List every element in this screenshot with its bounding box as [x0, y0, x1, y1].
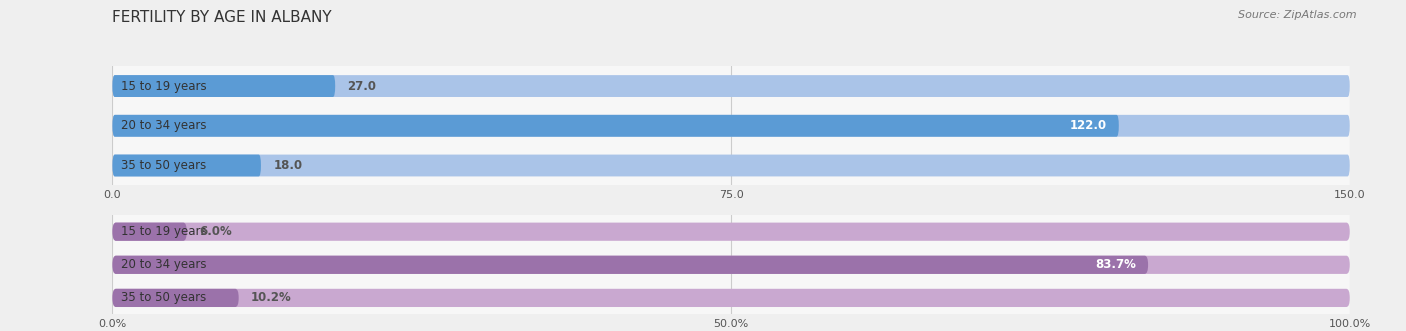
Text: 35 to 50 years: 35 to 50 years	[121, 159, 207, 172]
Text: FERTILITY BY AGE IN ALBANY: FERTILITY BY AGE IN ALBANY	[112, 10, 332, 25]
Text: 10.2%: 10.2%	[252, 291, 292, 305]
FancyBboxPatch shape	[112, 256, 1149, 274]
Text: 20 to 34 years: 20 to 34 years	[121, 119, 207, 132]
Text: 122.0: 122.0	[1070, 119, 1107, 132]
FancyBboxPatch shape	[112, 155, 1350, 176]
Text: Source: ZipAtlas.com: Source: ZipAtlas.com	[1239, 10, 1357, 20]
FancyBboxPatch shape	[112, 115, 1119, 137]
FancyBboxPatch shape	[112, 75, 1350, 97]
Text: 15 to 19 years: 15 to 19 years	[121, 225, 207, 238]
Text: 83.7%: 83.7%	[1095, 258, 1136, 271]
Text: 18.0: 18.0	[273, 159, 302, 172]
FancyBboxPatch shape	[112, 256, 1350, 274]
Text: 35 to 50 years: 35 to 50 years	[121, 291, 207, 305]
FancyBboxPatch shape	[112, 223, 1350, 241]
Text: 20 to 34 years: 20 to 34 years	[121, 258, 207, 271]
FancyBboxPatch shape	[112, 155, 262, 176]
FancyBboxPatch shape	[112, 75, 335, 97]
Text: 6.0%: 6.0%	[200, 225, 232, 238]
FancyBboxPatch shape	[112, 223, 187, 241]
Text: 27.0: 27.0	[347, 79, 377, 93]
FancyBboxPatch shape	[112, 115, 1350, 137]
FancyBboxPatch shape	[112, 289, 1350, 307]
Text: 15 to 19 years: 15 to 19 years	[121, 79, 207, 93]
FancyBboxPatch shape	[112, 289, 239, 307]
